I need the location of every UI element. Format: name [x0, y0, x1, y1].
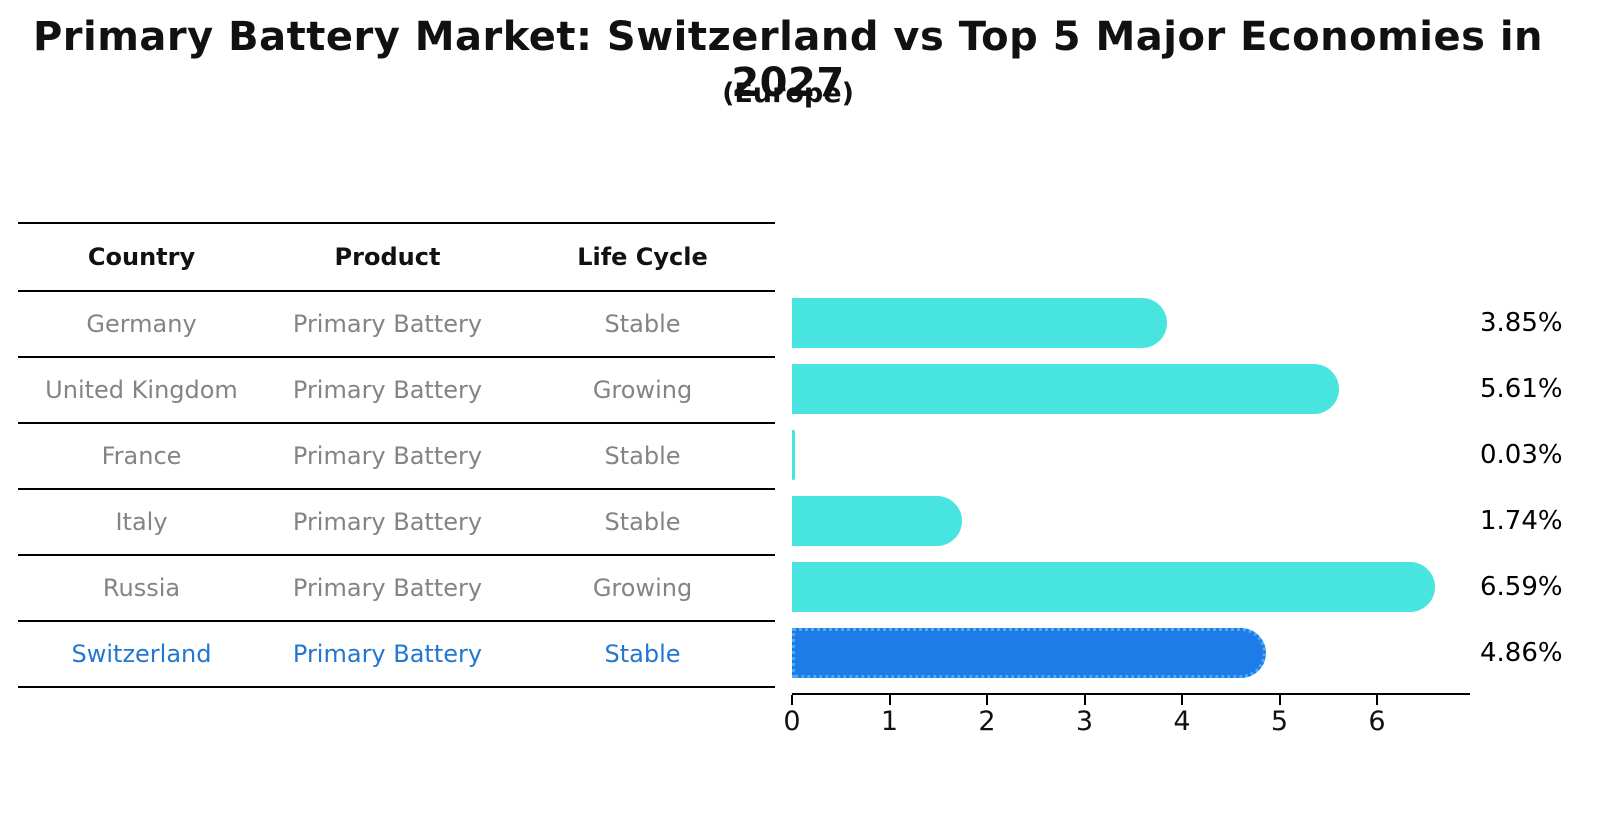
chart-title: Primary Battery Market: Switzerland vs T… [32, 14, 1544, 106]
x-axis-tick [791, 695, 793, 705]
table-row-france: France Primary Battery Stable [18, 424, 775, 490]
x-axis-tick [1083, 695, 1086, 705]
x-axis-tick-label: 4 [1173, 706, 1191, 737]
table-row-italy: Italy Primary Battery Stable [18, 490, 775, 556]
table-row-germany: Germany Primary Battery Stable [18, 292, 775, 358]
bar-switzerland [792, 628, 1266, 678]
cell-life_cycle: Stable [604, 442, 681, 470]
value-label-germany: 3.85% [1480, 308, 1563, 338]
table-row-united-kingdom: United Kingdom Primary Battery Growing [18, 358, 775, 424]
cell-life_cycle: Stable [604, 640, 681, 668]
cell-life_cycle: Stable [604, 310, 681, 338]
value-label-switzerland: 4.86% [1480, 638, 1563, 668]
x-axis-tick-label: 5 [1270, 706, 1289, 737]
chart-subtitle: (Europe) [722, 78, 854, 109]
x-axis-tick-label: 2 [978, 706, 996, 737]
cell-life_cycle: Growing [592, 376, 693, 404]
cell-product: Primary Battery [292, 310, 483, 338]
x-axis-tick [888, 695, 891, 705]
x-axis-tick-label: 3 [1075, 706, 1094, 737]
cell-country: Russia [102, 574, 181, 602]
cell-life_cycle: Growing [592, 574, 693, 602]
value-label-united-kingdom: 5.61% [1480, 374, 1563, 404]
x-axis-tick-label: 0 [783, 706, 801, 737]
cell-life_cycle: Stable [604, 508, 681, 536]
cell-country: Italy [115, 508, 168, 536]
cell-country: Germany [86, 310, 197, 338]
cell-product: Primary Battery [292, 376, 483, 404]
header-cell-country: Country [87, 243, 196, 271]
header-cell-life_cycle: Life Cycle [577, 243, 708, 271]
x-axis-line [792, 693, 1470, 695]
x-axis-tick-label: 6 [1368, 706, 1386, 737]
x-axis-tick-label: 1 [880, 706, 899, 737]
cell-country: Switzerland [71, 640, 212, 668]
cell-country: France [101, 442, 182, 470]
cell-product: Primary Battery [292, 640, 483, 668]
header-cell-product: Product [334, 243, 441, 271]
cell-product: Primary Battery [292, 442, 483, 470]
bar-italy [792, 496, 962, 546]
bar-germany [792, 298, 1167, 348]
table-header-row: Country Product Life Cycle [18, 224, 775, 292]
x-axis-tick [1278, 695, 1281, 705]
value-label-italy: 1.74% [1480, 506, 1563, 536]
cell-country: United Kingdom [45, 376, 238, 404]
bar-united-kingdom [792, 364, 1339, 414]
table-row-switzerland: Switzerland Primary Battery Stable [18, 622, 775, 688]
cell-product: Primary Battery [292, 508, 483, 536]
table-row-russia: Russia Primary Battery Growing [18, 556, 775, 622]
country-table: Country Product Life Cycle Germany Primary B… [18, 222, 775, 688]
x-axis-tick [986, 695, 988, 705]
value-label-france: 0.03% [1480, 440, 1563, 470]
x-axis-tick [1181, 695, 1183, 705]
cell-product: Primary Battery [292, 574, 483, 602]
x-axis-tick [1376, 695, 1378, 705]
value-label-russia: 6.59% [1480, 572, 1563, 602]
bar-france [792, 430, 795, 480]
bar-russia [792, 562, 1435, 612]
